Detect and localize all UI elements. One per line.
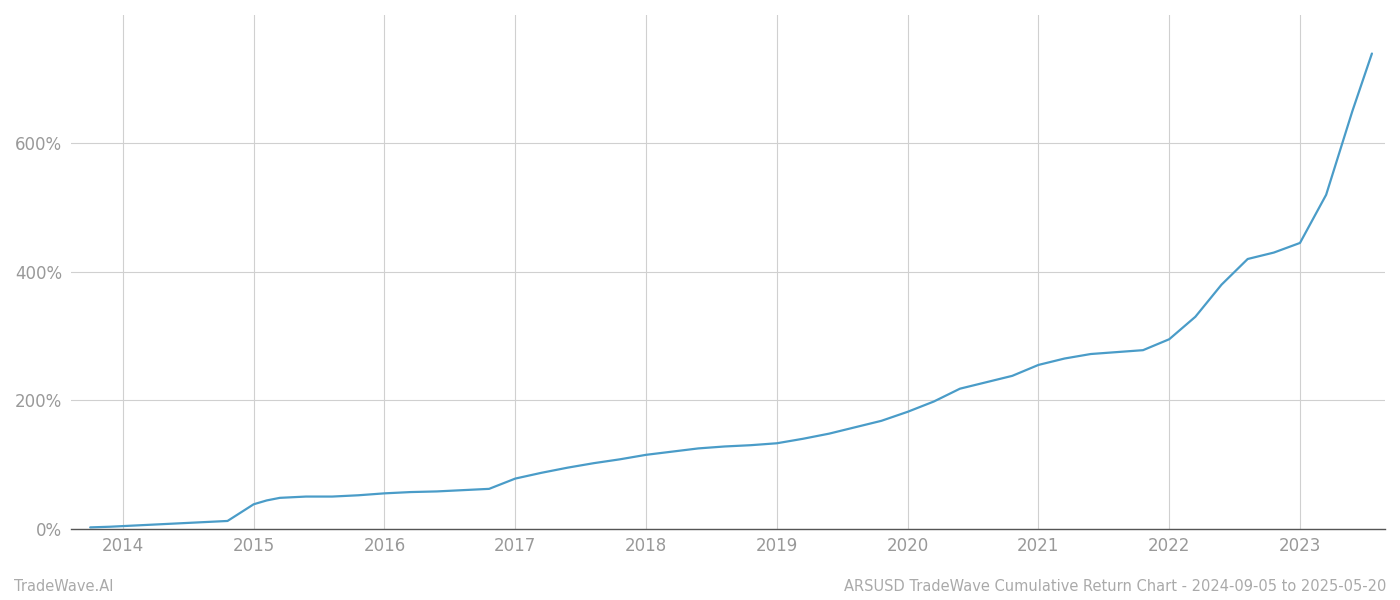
Text: TradeWave.AI: TradeWave.AI — [14, 579, 113, 594]
Text: ARSUSD TradeWave Cumulative Return Chart - 2024-09-05 to 2025-05-20: ARSUSD TradeWave Cumulative Return Chart… — [844, 579, 1386, 594]
